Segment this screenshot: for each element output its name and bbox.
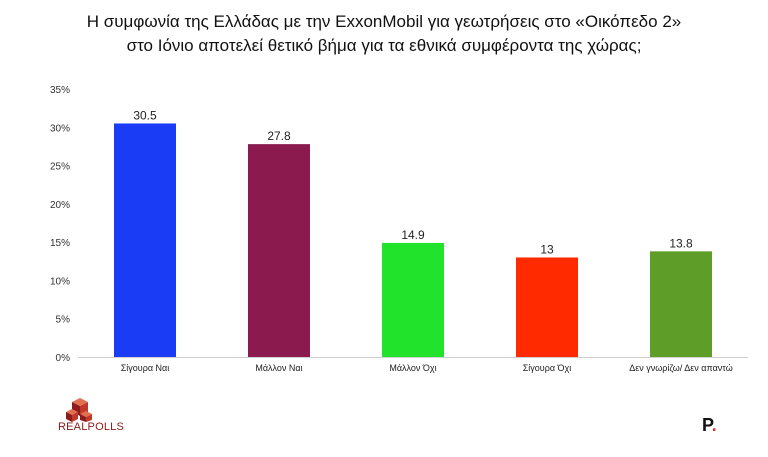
chart-title-line-2: στο Ιόνιο αποτελεί θετικό βήμα για τα εθ… — [126, 36, 642, 55]
chart-title-line-1: Η συμφωνία της Ελλάδας με την ExxonMobil… — [86, 12, 682, 31]
x-tick-label: Μάλλον Ναι — [255, 363, 302, 373]
realpolls-logo-text: REALPOLLS — [58, 421, 125, 433]
y-tick-label: 20% — [50, 200, 70, 211]
bar — [650, 251, 712, 357]
realpolls-logo-icon — [66, 398, 92, 422]
source-mark-letter: P — [702, 415, 712, 435]
y-tick-label: 35% — [50, 85, 70, 96]
y-tick-label: 5% — [56, 315, 71, 326]
y-tick-label: 0% — [56, 353, 71, 364]
source-mark: P. — [702, 415, 717, 436]
source-mark-dot: . — [711, 415, 717, 435]
data-label: 30.5 — [133, 108, 157, 122]
bar — [248, 144, 310, 357]
y-tick-label: 30% — [50, 123, 70, 134]
y-tick-label: 25% — [50, 162, 70, 173]
x-tick-label: Σίγουρα Όχι — [523, 363, 572, 373]
bar — [114, 123, 176, 357]
data-label: 13.8 — [669, 236, 693, 250]
data-label: 13 — [540, 242, 554, 256]
x-tick-label: Μάλλον Όχι — [389, 363, 436, 373]
bar — [382, 242, 444, 357]
x-tick-label: Σίγουρα Ναι — [121, 363, 170, 373]
x-tick-label: Δεν γνωρίζω/ Δεν απαντώ — [629, 363, 733, 373]
chart-title: Η συμφωνία της Ελλάδας με την ExxonMobil… — [0, 10, 768, 58]
data-label: 27.8 — [267, 129, 291, 143]
data-label: 14.9 — [401, 228, 425, 242]
y-tick-label: 10% — [50, 276, 70, 287]
y-tick-label: 15% — [50, 238, 70, 249]
bar — [516, 257, 578, 357]
